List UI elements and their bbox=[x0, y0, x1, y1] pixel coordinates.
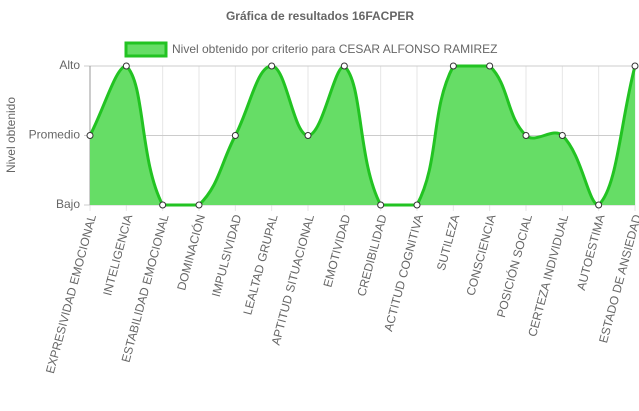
point bbox=[122, 62, 130, 70]
y-tick-label: Alto bbox=[59, 58, 80, 72]
y-tick-label: Promedio bbox=[29, 128, 81, 142]
point bbox=[268, 62, 276, 70]
x-tick-label: LEALTAD GRUPAL bbox=[240, 213, 280, 317]
point bbox=[304, 132, 312, 139]
x-tick-label: IMPULSIVIDAD bbox=[209, 213, 245, 299]
y-tick-label: Bajo bbox=[56, 197, 80, 211]
point bbox=[195, 201, 203, 209]
point bbox=[377, 201, 385, 209]
chart-title: Gráfica de resultados 16FACPER bbox=[226, 9, 414, 23]
point bbox=[558, 132, 566, 139]
x-tick-label: CERTEZA INDIVIDUAL bbox=[525, 213, 571, 338]
x-tick-label: DOMINACIÓN bbox=[173, 213, 208, 292]
x-tick-label: ACTITUD COGNITIVA bbox=[381, 213, 426, 333]
x-tick-label: EMOTIVIDAD bbox=[320, 213, 353, 289]
point bbox=[413, 201, 421, 209]
x-tick-label: INTELIGENCIA bbox=[100, 213, 135, 297]
y-axis-title: Nivel obtenido bbox=[4, 97, 18, 173]
point bbox=[522, 132, 530, 139]
point bbox=[86, 132, 94, 139]
line bbox=[88, 64, 637, 207]
point bbox=[449, 62, 457, 70]
x-tick-label: CREDIBILIDAD bbox=[354, 213, 389, 298]
x-tick-label: CONSCIENCIA bbox=[464, 213, 499, 297]
legend-label: Nivel obtenido por criterio para CESAR A… bbox=[172, 42, 497, 56]
point bbox=[595, 201, 603, 209]
x-tick-label: EXPRESIVIDAD EMOCIONAL bbox=[43, 213, 99, 375]
x-tick-label: POSICIÓN SOCIAL bbox=[493, 212, 535, 319]
point bbox=[631, 62, 639, 70]
point bbox=[159, 201, 167, 209]
point bbox=[486, 62, 494, 70]
area bbox=[90, 66, 635, 205]
legend-swatch bbox=[124, 41, 168, 58]
x-tick-label: SUTILEZA bbox=[434, 213, 462, 272]
x-tick-label: AUTOESTIMA bbox=[574, 213, 608, 292]
point bbox=[231, 132, 239, 139]
point bbox=[340, 62, 348, 70]
